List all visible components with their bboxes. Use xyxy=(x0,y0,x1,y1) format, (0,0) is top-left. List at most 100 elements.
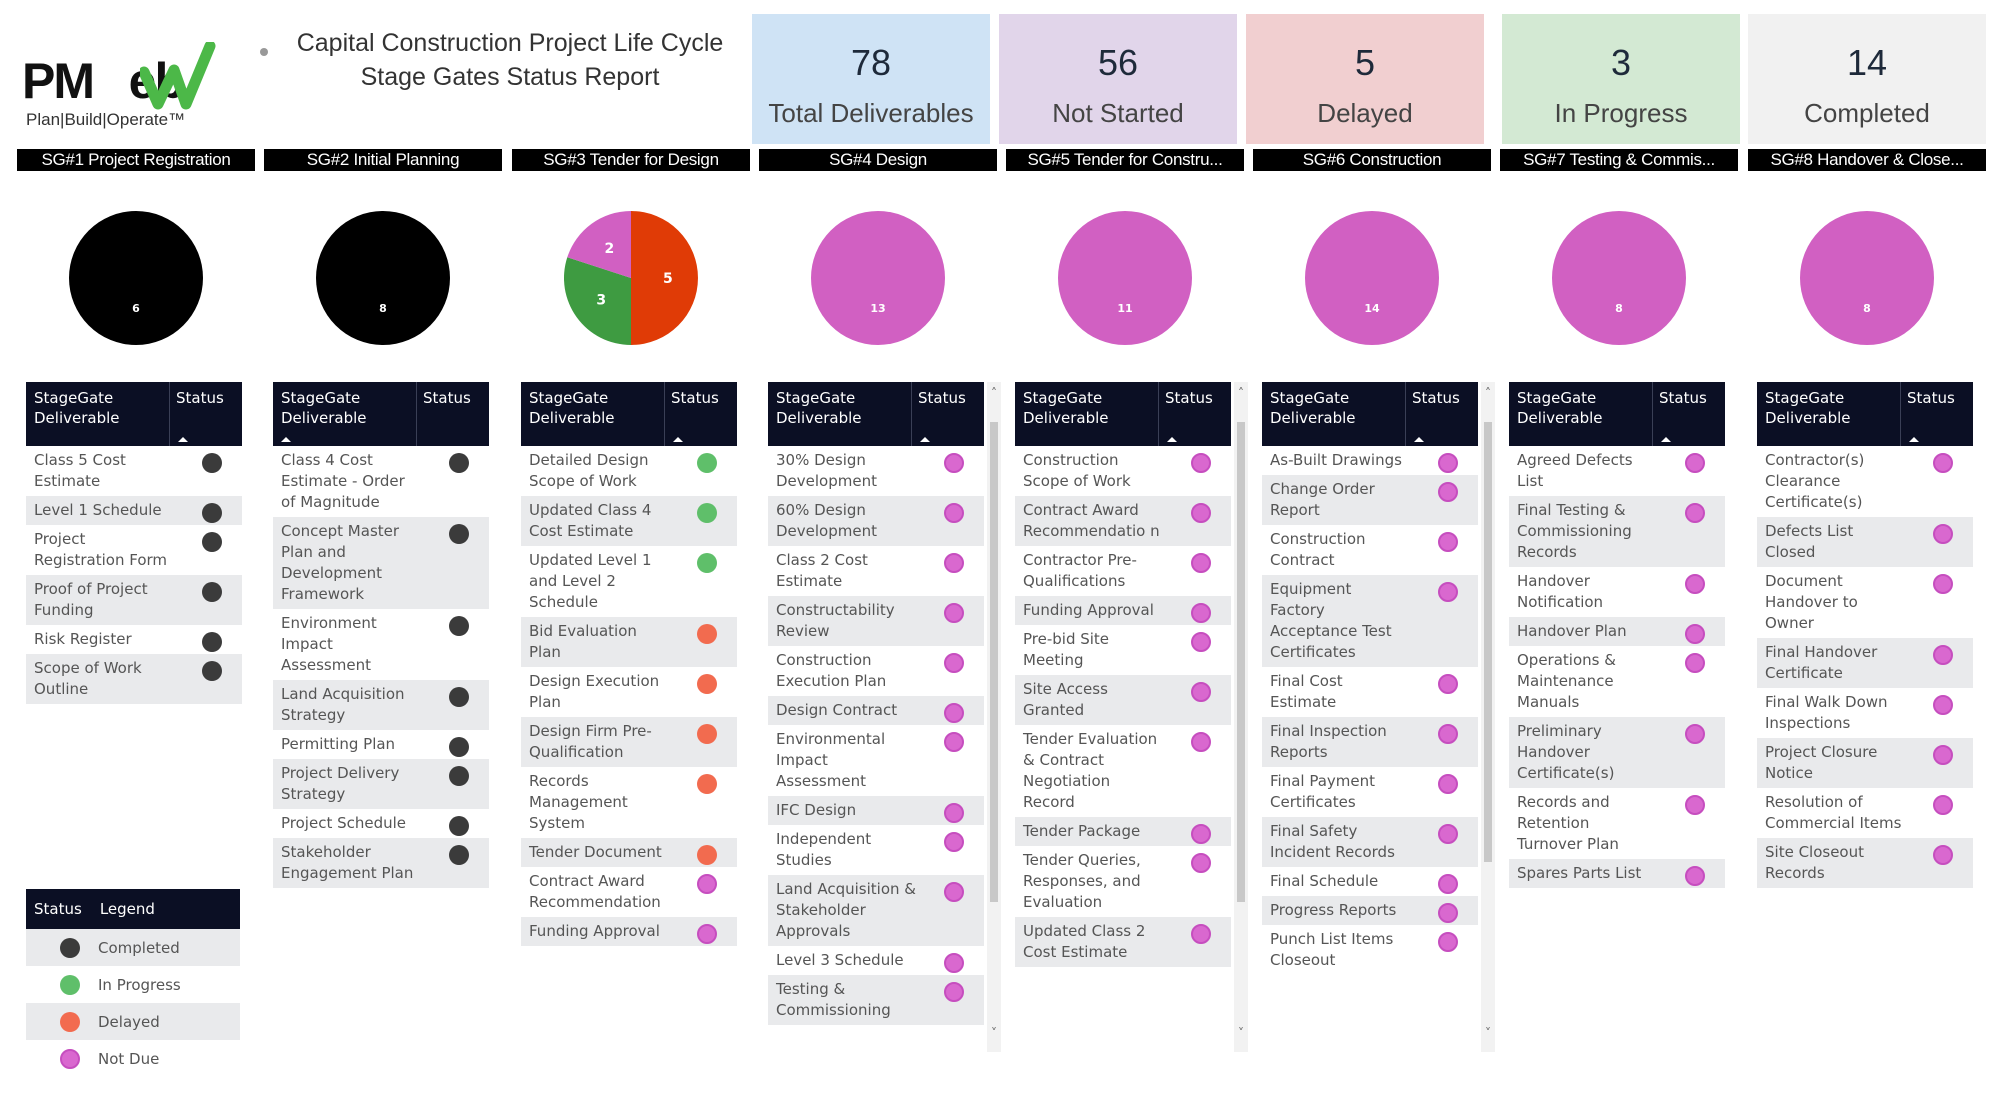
table-row[interactable]: Pre-bid Site Meeting xyxy=(1015,625,1231,675)
table-row[interactable]: Construction Scope of Work xyxy=(1015,446,1231,496)
column-header-status[interactable]: Status xyxy=(1653,382,1725,446)
table-row[interactable]: Funding Approval xyxy=(521,917,737,946)
column-header-deliverable[interactable]: StageGate Deliverable xyxy=(521,382,665,446)
stage-gate-label[interactable]: SG#7 Testing & Commis... xyxy=(1500,149,1738,171)
kpi-card-total-deliverables[interactable]: 78 Total Deliverables xyxy=(752,14,990,144)
scrollbar-thumb[interactable] xyxy=(1484,422,1492,862)
column-header-status[interactable]: Status xyxy=(1406,382,1478,446)
table-row[interactable]: Contract Award Recommendation xyxy=(521,867,737,917)
table-scrollbar[interactable]: ˄ ˅ xyxy=(1481,382,1495,1052)
table-row[interactable]: Level 3 Schedule xyxy=(768,946,984,975)
column-header-status[interactable]: Status xyxy=(170,382,242,446)
column-header-status[interactable]: Status xyxy=(665,382,737,446)
table-row[interactable]: Level 1 Schedule xyxy=(26,496,242,525)
table-row[interactable]: Contractor Pre-Qualifications xyxy=(1015,546,1231,596)
table-row[interactable]: As-Built Drawings xyxy=(1262,446,1478,475)
table-row[interactable]: Records and Retention Turnover Plan xyxy=(1509,788,1725,859)
table-row[interactable]: Stakeholder Engagement Plan xyxy=(273,838,489,888)
column-header-status[interactable]: Status xyxy=(417,382,489,446)
stage-gate-label[interactable]: SG#6 Construction xyxy=(1253,149,1491,171)
scroll-down-icon[interactable]: ˅ xyxy=(991,1026,997,1040)
column-header-deliverable[interactable]: StageGate Deliverable xyxy=(1757,382,1901,446)
stage-gate-label[interactable]: SG#5 Tender for Constru... xyxy=(1006,149,1244,171)
scroll-up-icon[interactable]: ˄ xyxy=(991,386,997,400)
table-row[interactable]: 60% Design Development xyxy=(768,496,984,546)
table-row[interactable]: Final Safety Incident Records xyxy=(1262,817,1478,867)
stage-pie-chart[interactable]: 6 xyxy=(66,208,206,348)
stage-pie-chart[interactable]: 8 xyxy=(313,208,453,348)
table-row[interactable]: Testing & Commissioning xyxy=(768,975,984,1025)
table-row[interactable]: Bid Evaluation Plan xyxy=(521,617,737,667)
table-row[interactable]: Handover Plan xyxy=(1509,617,1725,646)
pie-slice-not-due[interactable] xyxy=(1305,211,1439,345)
table-row[interactable]: Design Firm Pre-Qualification xyxy=(521,717,737,767)
table-row[interactable]: Class 2 Cost Estimate xyxy=(768,546,984,596)
stage-pie-chart[interactable]: 11 xyxy=(1055,208,1195,348)
table-row[interactable]: Defects List Closed xyxy=(1757,517,1973,567)
table-row[interactable]: Updated Level 1 and Level 2 Schedule xyxy=(521,546,737,617)
stage-pie-chart[interactable]: 5 3 2 xyxy=(561,208,701,348)
table-row[interactable]: Site Access Granted xyxy=(1015,675,1231,725)
table-scrollbar[interactable]: ˄ ˅ xyxy=(1234,382,1248,1052)
scroll-down-icon[interactable]: ˅ xyxy=(1238,1026,1244,1040)
table-row[interactable]: Class 5 Cost Estimate xyxy=(26,446,242,496)
table-row[interactable]: Construction Execution Plan xyxy=(768,646,984,696)
column-header-deliverable[interactable]: StageGate Deliverable xyxy=(273,382,417,446)
table-row[interactable]: Project Closure Notice xyxy=(1757,738,1973,788)
table-row[interactable]: Handover Notification xyxy=(1509,567,1725,617)
pie-slice-completed[interactable] xyxy=(316,211,450,345)
pie-slice-not-due[interactable] xyxy=(811,211,945,345)
table-row[interactable]: Funding Approval xyxy=(1015,596,1231,625)
table-row[interactable]: Updated Class 2 Cost Estimate xyxy=(1015,917,1231,967)
table-row[interactable]: Change Order Report xyxy=(1262,475,1478,525)
column-header-deliverable[interactable]: StageGate Deliverable xyxy=(26,382,170,446)
table-row[interactable]: Independent Studies xyxy=(768,825,984,875)
pie-slice-completed[interactable] xyxy=(69,211,203,345)
stage-gate-label[interactable]: SG#4 Design xyxy=(759,149,997,171)
scroll-up-icon[interactable]: ˄ xyxy=(1238,386,1244,400)
table-row[interactable]: Resolution of Commercial Items xyxy=(1757,788,1973,838)
pie-slice-in-progress[interactable] xyxy=(564,257,631,345)
kpi-card-completed[interactable]: 14 Completed xyxy=(1748,14,1986,144)
table-row[interactable]: Environmental Impact Assessment xyxy=(768,725,984,796)
table-row[interactable]: Preliminary Handover Certificate(s) xyxy=(1509,717,1725,788)
table-row[interactable]: Contractor(s) Clearance Certificate(s) xyxy=(1757,446,1973,517)
table-row[interactable]: Spares Parts List xyxy=(1509,859,1725,888)
scroll-down-icon[interactable]: ˅ xyxy=(1485,1026,1491,1040)
stage-gate-label[interactable]: SG#2 Initial Planning xyxy=(264,149,502,171)
table-row[interactable]: Progress Reports xyxy=(1262,896,1478,925)
table-row[interactable]: Permitting Plan xyxy=(273,730,489,759)
table-row[interactable]: Class 4 Cost Estimate - Order of Magnitu… xyxy=(273,446,489,517)
table-row[interactable]: Construction Contract xyxy=(1262,525,1478,575)
table-row[interactable]: Design Execution Plan xyxy=(521,667,737,717)
table-row[interactable]: Environment Impact Assessment xyxy=(273,609,489,680)
table-row[interactable]: Site Closeout Records xyxy=(1757,838,1973,888)
table-row[interactable]: Scope of Work Outline xyxy=(26,654,242,704)
table-row[interactable]: Proof of Project Funding xyxy=(26,575,242,625)
table-row[interactable]: Tender Document xyxy=(521,838,737,867)
table-row[interactable]: Records Management System xyxy=(521,767,737,838)
table-row[interactable]: Document Handover to Owner xyxy=(1757,567,1973,638)
stage-pie-chart[interactable]: 14 xyxy=(1302,208,1442,348)
pie-slice-not-due[interactable] xyxy=(1552,211,1686,345)
table-row[interactable]: Final Testing & Commissioning Records xyxy=(1509,496,1725,567)
pie-slice-not-due[interactable] xyxy=(567,211,631,278)
pie-slice-not-due[interactable] xyxy=(1058,211,1192,345)
table-row[interactable]: Land Acquisition & Stakeholder Approvals xyxy=(768,875,984,946)
kpi-card-not-started[interactable]: 56 Not Started xyxy=(999,14,1237,144)
table-row[interactable]: Final Payment Certificates xyxy=(1262,767,1478,817)
stage-pie-chart[interactable]: 8 xyxy=(1549,208,1689,348)
table-row[interactable]: Punch List Items Closeout xyxy=(1262,925,1478,975)
column-header-status[interactable]: Status xyxy=(1159,382,1231,446)
table-row[interactable]: Design Contract xyxy=(768,696,984,725)
pie-slice-delayed[interactable] xyxy=(631,211,698,345)
stage-gate-label[interactable]: SG#8 Handover & Close... xyxy=(1748,149,1986,171)
scrollbar-thumb[interactable] xyxy=(990,422,998,902)
pie-slice-not-due[interactable] xyxy=(1800,211,1934,345)
table-row[interactable]: Final Walk Down Inspections xyxy=(1757,688,1973,738)
column-header-deliverable[interactable]: StageGate Deliverable xyxy=(1262,382,1406,446)
table-row[interactable]: Concept Master Plan and Development Fram… xyxy=(273,517,489,609)
table-row[interactable]: Equipment Factory Acceptance Test Certif… xyxy=(1262,575,1478,667)
table-row[interactable]: Risk Register xyxy=(26,625,242,654)
column-header-status[interactable]: Status xyxy=(912,382,984,446)
